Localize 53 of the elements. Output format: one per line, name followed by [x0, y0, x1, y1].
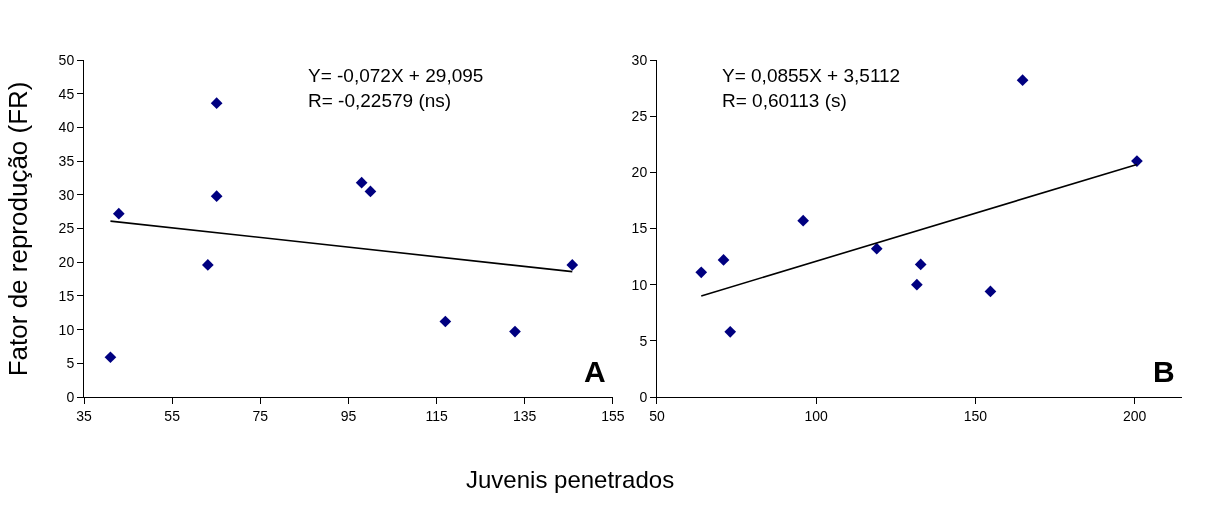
point	[201, 259, 214, 271]
point	[509, 325, 521, 338]
y-tick-label: 15	[631, 220, 648, 237]
x-tick-label: 75	[252, 407, 269, 424]
point	[566, 259, 579, 271]
y-tick-label: 0	[639, 388, 648, 405]
y-tick-label: 25	[58, 220, 75, 237]
y-tick-label: 5	[66, 355, 75, 372]
x-tick-label: 95	[340, 407, 357, 424]
y-tick-label: 15	[58, 287, 75, 304]
y-tick-label: 5	[639, 332, 648, 349]
point	[439, 315, 452, 328]
y-axis-title: Fator de reprodução (FR)	[3, 81, 34, 377]
x-tick-label: 100	[804, 407, 829, 424]
point	[911, 278, 923, 291]
y-tick-label: 35	[58, 153, 75, 169]
point	[984, 285, 997, 298]
annotation: Y= 0,0855X + 3,5112 R= 0,60113 (s)	[722, 65, 901, 111]
x-tick-label: 150	[963, 407, 988, 424]
point	[364, 185, 377, 198]
y-tick-label: 10	[631, 276, 648, 293]
y-tick-label: 25	[631, 108, 648, 125]
annotation: A	[584, 355, 606, 388]
point	[1016, 74, 1029, 87]
point	[355, 176, 368, 189]
point	[210, 190, 223, 202]
point	[724, 326, 737, 338]
y-tick-label: 40	[58, 119, 75, 136]
y-tick-label: 20	[58, 254, 75, 271]
y-tick-label: 0	[66, 388, 75, 405]
x-tick-label: 155	[601, 407, 625, 424]
x-axis-title: Juvenis penetrados	[466, 466, 675, 493]
y-tick-label: 10	[58, 321, 75, 338]
y-tick-label: 50	[58, 51, 75, 68]
y-tick-label: 30	[631, 51, 648, 68]
point	[112, 207, 125, 220]
y-tick-label: 45	[58, 85, 75, 102]
point	[210, 97, 223, 109]
x-tick-label: 55	[164, 407, 181, 424]
x-tick-label: 135	[513, 407, 537, 424]
x-tick-label: 115	[425, 407, 448, 424]
annotation: Y= -0,072X + 29,095 R= -0,22579 (ns)	[308, 65, 484, 111]
point	[695, 266, 708, 279]
point	[1131, 155, 1143, 167]
y-tick-label: 20	[631, 164, 648, 181]
annotation: B	[1153, 355, 1175, 388]
point	[870, 242, 883, 255]
point	[104, 351, 117, 364]
y-tick-label: 30	[58, 186, 75, 203]
point	[914, 258, 927, 271]
x-tick-label: 200	[1123, 407, 1147, 424]
point	[797, 214, 810, 227]
point	[717, 254, 730, 266]
